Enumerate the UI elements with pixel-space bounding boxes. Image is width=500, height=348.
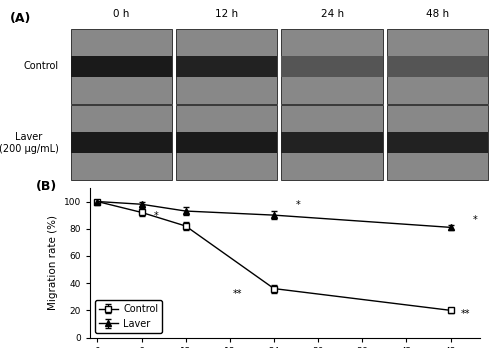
FancyBboxPatch shape <box>176 132 278 153</box>
FancyBboxPatch shape <box>176 105 278 180</box>
FancyBboxPatch shape <box>70 29 172 104</box>
FancyBboxPatch shape <box>386 132 488 153</box>
FancyBboxPatch shape <box>70 56 172 77</box>
Text: Laver
(200 μg/mL): Laver (200 μg/mL) <box>0 132 59 153</box>
Text: (B): (B) <box>36 181 56 193</box>
Text: 24 h: 24 h <box>320 9 344 19</box>
FancyBboxPatch shape <box>282 132 383 153</box>
FancyBboxPatch shape <box>70 105 172 180</box>
Text: **: ** <box>460 309 470 318</box>
FancyBboxPatch shape <box>70 132 172 153</box>
Text: (A): (A) <box>10 12 32 25</box>
FancyBboxPatch shape <box>282 29 383 104</box>
Legend: Control, Laver: Control, Laver <box>95 300 162 333</box>
Y-axis label: Migration rate (%): Migration rate (%) <box>48 215 58 310</box>
Text: Control: Control <box>24 61 59 71</box>
Text: 0 h: 0 h <box>113 9 130 19</box>
FancyBboxPatch shape <box>386 56 488 77</box>
Text: 48 h: 48 h <box>426 9 449 19</box>
FancyBboxPatch shape <box>282 56 383 77</box>
FancyBboxPatch shape <box>176 29 278 104</box>
Text: *: * <box>296 200 301 210</box>
FancyBboxPatch shape <box>386 105 488 180</box>
FancyBboxPatch shape <box>176 56 278 77</box>
Text: *: * <box>472 215 478 225</box>
FancyBboxPatch shape <box>386 29 488 104</box>
Text: *: * <box>154 211 158 221</box>
Text: 12 h: 12 h <box>215 9 238 19</box>
FancyBboxPatch shape <box>282 105 383 180</box>
Text: **: ** <box>232 290 242 300</box>
